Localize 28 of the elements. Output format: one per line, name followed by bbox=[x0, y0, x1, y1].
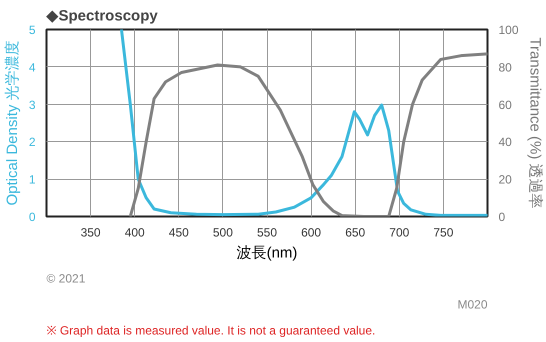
y2-tick-label: 0 bbox=[498, 210, 506, 224]
x-tick-label: 650 bbox=[345, 226, 366, 240]
y2-tick-label: 80 bbox=[498, 60, 512, 74]
y-tick-label: 0 bbox=[28, 210, 36, 224]
x-tick-label: 400 bbox=[124, 226, 146, 240]
y-tick-label: 4 bbox=[28, 60, 36, 74]
x-tick-label: 750 bbox=[433, 226, 454, 240]
y-tick-label: 2 bbox=[28, 135, 36, 150]
y2-tick-label: 100 bbox=[498, 23, 519, 37]
x-tick-label: 550 bbox=[256, 226, 278, 240]
chart-title: ◆Spectroscopy bbox=[46, 8, 158, 24]
x-tick-label: 500 bbox=[212, 226, 234, 240]
x-tick-label: 450 bbox=[168, 226, 190, 240]
y-tick-label: 5 bbox=[28, 23, 36, 37]
y2-tick-label: 20 bbox=[498, 172, 512, 187]
y2-tick-label: 40 bbox=[498, 135, 512, 150]
x-axis-title: 波長(nm) bbox=[236, 244, 298, 262]
x-tick-label: 350 bbox=[80, 226, 101, 240]
text: © 2021 bbox=[46, 272, 86, 286]
text: ※ Graph data is measured value. It is not a guaranteed value. bbox=[46, 324, 376, 338]
y-tick-label: 1 bbox=[28, 172, 36, 187]
x-tick-label: 700 bbox=[389, 226, 410, 240]
text: M020 bbox=[457, 298, 488, 312]
y2-axis-title: Transmittance (%) 透過率 bbox=[526, 37, 544, 209]
x-tick-label: 600 bbox=[301, 226, 322, 240]
y2-tick-label: 60 bbox=[498, 98, 512, 112]
y-tick-label: 3 bbox=[28, 98, 36, 112]
y-axis-title: Optical Density 光学濃度 bbox=[4, 40, 21, 206]
